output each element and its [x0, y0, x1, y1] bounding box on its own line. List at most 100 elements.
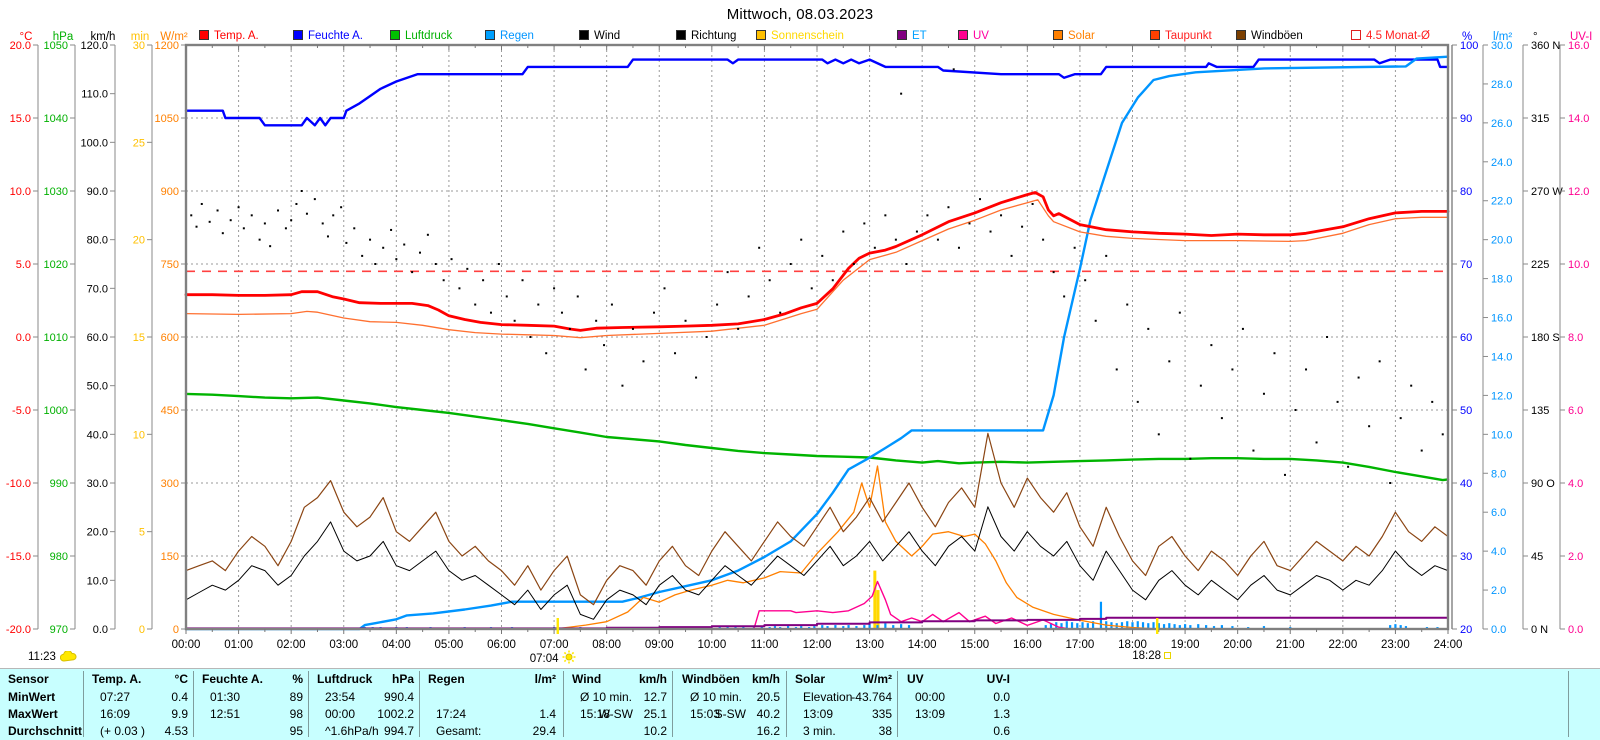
direction-dot — [595, 319, 598, 322]
direction-dot — [576, 295, 579, 298]
tick-label: 10.0 — [87, 575, 108, 587]
direction-dot — [195, 225, 198, 228]
hour-ticks — [185, 45, 1449, 634]
sunrise-marker-time: 07:04 — [529, 653, 559, 665]
tick-label: 30 — [1460, 551, 1472, 563]
axis-unit-label: ° — [1533, 31, 1538, 43]
x-hour-label: 23:00 — [1381, 639, 1410, 651]
direction-dot — [947, 206, 950, 209]
direction-dot — [1368, 425, 1371, 428]
direction-dot — [1252, 449, 1255, 452]
tick-label: 28.0 — [1491, 79, 1512, 91]
tick-label: 30.0 — [1491, 40, 1512, 52]
direction-dot — [936, 238, 939, 241]
table-separator — [1568, 671, 1569, 737]
direction-dot — [1063, 295, 1066, 298]
table-value-num: -43.764 — [851, 690, 892, 704]
series-feuchte-a — [184, 58, 1450, 127]
x-hour-label: 24:00 — [1434, 639, 1463, 651]
direction-dot — [284, 227, 287, 230]
tick-label: 970 — [50, 624, 68, 636]
direction-dot — [1210, 344, 1213, 347]
table-value-time: 16:09 — [100, 707, 131, 721]
tick-label: 50 — [1460, 405, 1472, 417]
tick-label: 100.0 — [80, 137, 108, 149]
direction-dot — [968, 222, 971, 225]
direction-dot — [1262, 392, 1265, 395]
tick-label: 15 — [133, 332, 145, 344]
grid-lines — [186, 45, 1448, 629]
tick-label: 20.0 — [87, 527, 108, 539]
direction-dot — [1410, 384, 1413, 387]
legend-swatch-monatsmittel-icon — [1351, 30, 1361, 40]
direction-dot — [1273, 352, 1276, 355]
table-value-time: ^1.6hPa/h — [325, 724, 379, 738]
axis-unit-label: UV-I — [1570, 31, 1592, 43]
tick-label: 1010 — [44, 332, 68, 344]
direction-dot — [537, 303, 540, 306]
axis-unit-label: min — [131, 31, 150, 43]
table-value-num: 9.9 — [171, 707, 188, 721]
x-hour-label: 16:00 — [1013, 639, 1042, 651]
direction-dot — [489, 311, 492, 314]
direction-dot — [1420, 449, 1423, 452]
direction-dot — [1241, 327, 1244, 330]
direction-dot — [726, 271, 729, 274]
direction-dot — [663, 287, 666, 290]
direction-dot — [200, 202, 203, 205]
x-hour-label: 07:00 — [540, 639, 569, 651]
direction-dot — [705, 336, 708, 338]
x-hour-label: 01:00 — [224, 639, 253, 651]
x-hour-label: 10:00 — [697, 639, 726, 651]
direction-dot — [610, 303, 613, 306]
legend-label: Taupunkt — [1165, 30, 1212, 42]
axis-unit-label: % — [1462, 31, 1472, 43]
series-temp-a — [184, 191, 1450, 332]
legend-label: Feuchte A. — [308, 30, 363, 42]
tick-label: -15.0 — [6, 551, 31, 563]
table-value-time: 00:00 — [915, 690, 946, 704]
tick-label: 10.0 — [1568, 259, 1589, 271]
direction-dot — [1021, 225, 1024, 228]
rain-bars — [363, 601, 1439, 629]
tick-label: 10 — [133, 429, 145, 441]
tick-label: 30 — [133, 40, 145, 52]
direction-dot — [1305, 368, 1308, 371]
axis-unit-label: l/m² — [1493, 31, 1512, 43]
tick-label: 50.0 — [87, 381, 108, 393]
tick-label: 12.0 — [1491, 390, 1512, 402]
tick-label: 180 S — [1531, 332, 1560, 344]
direction-dot — [382, 246, 385, 249]
direction-dot — [1157, 433, 1160, 436]
legend-swatch-et-icon — [897, 30, 907, 40]
axis-unit-label: °C — [20, 31, 33, 43]
tick-label: 1200 — [155, 40, 179, 52]
tick-label: 1050 — [155, 113, 179, 125]
direction-dot — [221, 232, 224, 235]
table-value-dir: S-SW — [714, 707, 746, 721]
direction-dot — [426, 233, 429, 236]
direction-dot — [553, 287, 556, 290]
table-row-label: Sensor — [8, 672, 49, 686]
direction-dot — [674, 352, 677, 355]
direction-dot — [258, 238, 261, 241]
direction-dot — [1199, 384, 1202, 387]
direction-dot — [768, 279, 771, 282]
direction-dot — [434, 263, 437, 265]
direction-dot — [242, 227, 245, 230]
direction-dot — [353, 227, 356, 230]
direction-dot — [390, 228, 393, 231]
tick-label: 120.0 — [80, 40, 108, 52]
legend-swatch-richtung-icon — [676, 30, 686, 40]
sunrise-marker: 07:04 — [530, 650, 577, 665]
direction-dot — [529, 336, 532, 338]
tick-label: 0 — [173, 624, 179, 636]
tick-label: 100 — [1460, 40, 1478, 52]
direction-dot — [642, 360, 645, 363]
tick-label: 20.0 — [10, 40, 31, 52]
tick-label: 24.0 — [1491, 157, 1512, 169]
series-uv — [753, 580, 1449, 630]
direction-dot — [1441, 433, 1444, 436]
legend-label: Luftdruck — [405, 30, 453, 42]
table-value-num: 89 — [289, 690, 303, 704]
